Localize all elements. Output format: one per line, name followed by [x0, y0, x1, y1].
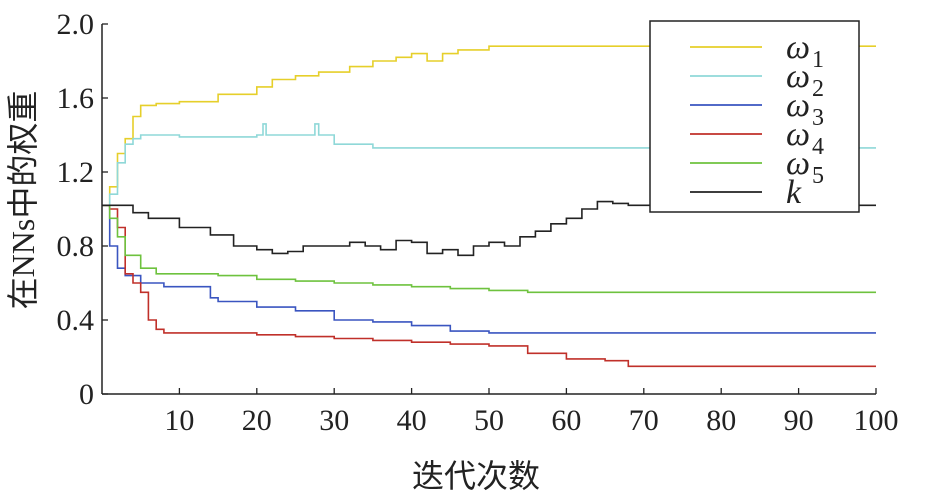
legend-box [649, 20, 860, 213]
legend-label-main: ω [786, 116, 810, 153]
y-tick-label: 2.0 [57, 8, 95, 41]
x-tick-label: 80 [706, 404, 736, 437]
y-tick-label: 1.2 [57, 156, 95, 189]
legend-label-subscript: 4 [812, 134, 824, 160]
x-tick-label: 90 [784, 404, 814, 437]
x-tick-label: 20 [242, 404, 272, 437]
legend-label-main: ω [786, 145, 810, 182]
legend-label-main: ω [786, 58, 810, 95]
x-tick-label: 50 [474, 404, 504, 437]
plot-lines [102, 45, 876, 368]
series-line-5 [102, 204, 876, 294]
x-axis-title: 迭代次数 [412, 458, 540, 494]
legend-label-2: ω2 [786, 58, 824, 102]
series-line-1 [102, 45, 876, 207]
legend-label-subscript: 1 [812, 47, 824, 73]
y-tick-label: 0 [79, 378, 94, 411]
legend-label-subscript: 5 [812, 163, 824, 189]
y-axis-title: 在NNs中的权重 [5, 91, 41, 310]
x-tick-label: 10 [164, 404, 194, 437]
series-line-3 [102, 204, 876, 334]
legend-label-1: ω1 [786, 29, 824, 73]
x-tick-label: 100 [854, 404, 899, 437]
ticks: 10 20 30 40 50 60 70 80 90 100 0 0.4 0.8 1.2 1.6 2.0 [57, 8, 899, 437]
x-tick-label: 30 [319, 404, 349, 437]
series-line-2 [102, 123, 876, 207]
legend-label-subscript: 2 [812, 76, 824, 102]
series-line-6 [102, 200, 876, 257]
legend-label-4: ω4 [786, 116, 824, 160]
y-tick-label: 0.8 [57, 230, 95, 263]
y-tick-label: 1.6 [57, 82, 95, 115]
legend-label-main: ω [786, 87, 810, 124]
x-tick-label: 40 [397, 404, 427, 437]
legend-label-main: k [786, 174, 802, 211]
legend-label-3: ω3 [786, 87, 824, 131]
legend-label-subscript: 3 [812, 105, 824, 131]
x-tick-label: 60 [551, 404, 581, 437]
x-tick-label: 70 [629, 404, 659, 437]
legend-label-5: ω5 [786, 145, 824, 189]
legend-label-6: k [786, 174, 802, 211]
y-tick-label: 0.4 [57, 304, 95, 337]
legend-label-main: ω [786, 29, 810, 66]
series-line-4 [102, 204, 876, 368]
